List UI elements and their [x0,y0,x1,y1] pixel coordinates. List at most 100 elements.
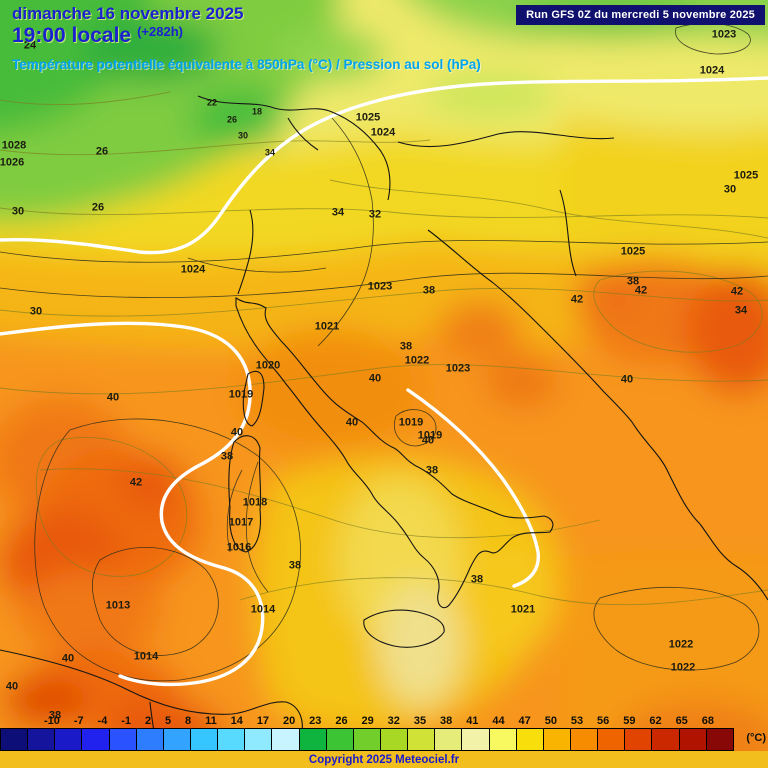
temperature-label: 24 [23,39,37,52]
colorbar-tick: 41 [466,715,479,727]
pressure-label: 1016 [226,541,252,554]
pressure-label: 1024 [180,263,206,276]
temperature-label: 26 [95,145,109,158]
temperature-label: 38 [422,284,436,297]
forecast-date: dimanche 16 novembre 2025 [12,4,244,23]
pressure-label: 1014 [250,603,276,616]
temperature-label: 40 [620,373,634,386]
pressure-label: 1025 [355,111,381,124]
colorbar-tick: -10 [44,715,60,727]
white-isobars [0,76,768,687]
temperature-label: 22 [206,97,218,108]
colorbar-cell [516,729,544,750]
colorbar-tick: 44 [492,715,505,727]
pressure-label: 1023 [445,362,471,375]
temperature-label: 32 [368,208,382,221]
pressure-label: 1023 [367,280,393,293]
colorbar-tick-row: -10 -7 -4 -1 2 5 8 11 14 17 20 23 26 29 32 35 38 41 44 47 50… [44,716,714,727]
colorbar-tick: 14 [230,715,243,727]
model-run-info: Run GFS 0Z du mercredi 5 novembre 2025 [516,5,765,25]
colorbar-cell [28,729,56,750]
temperature-label: 38 [399,340,413,353]
colorbar-cell [163,729,191,750]
colorbar-cell [272,729,300,750]
colorbar-cell [326,729,354,750]
colorbar-cell [82,729,110,750]
pressure-label: 1025 [733,169,759,182]
colorbar-cell [435,729,463,750]
pressure-label: 1021 [510,603,536,616]
colorbar-tick: 68 [701,715,714,727]
temperature-label: 38 [220,450,234,463]
temperature-label: 38 [48,709,62,722]
colorbar-tick: 17 [256,715,270,727]
colorbar-tick: -1 [121,715,132,727]
colorbar-tick: -4 [97,715,108,727]
temperature-label: 38 [470,573,484,586]
colorbar-tick: 53 [570,715,584,727]
temperature-label: 38 [288,559,302,572]
colorbar-cell [55,729,83,750]
temperature-label: 42 [129,476,143,489]
sicily-border [363,609,445,648]
temperature-label: 30 [11,205,25,218]
temperature-label: 42 [570,293,584,306]
pressure-label: 1020 [255,359,281,372]
colorbar [0,728,734,751]
theta-e-contours [0,91,768,606]
pressure-label: 1017 [228,516,254,529]
map-header: dimanche 16 novembre 2025 19:00 locale (+… [12,4,481,72]
colorbar-tick: 56 [597,715,610,727]
colorbar-cell [245,729,273,750]
colorbar-cell [353,729,381,750]
colorbar-cell [218,729,246,750]
temperature-label: 18 [251,106,263,117]
temperature-label: 40 [61,652,75,665]
colorbar-tick: 26 [335,715,348,727]
colorbar-cell [706,729,733,750]
pressure-label: 1014 [133,650,159,663]
colorbar-cell [489,729,517,750]
colorbar-tick: 11 [205,715,217,727]
colorbar-tick: -7 [73,715,84,727]
pressure-label: 1013 [105,599,131,612]
colorbar-tick: 65 [675,715,688,727]
colorbar-cell [625,729,653,750]
colorbar-cell [408,729,436,750]
colorbar-tick: 47 [518,715,531,727]
copyright-bar: Copyright 2025 Meteociel.fr [0,751,768,768]
colorbar-tick: 35 [413,715,427,727]
pressure-label: 1019 [228,388,254,401]
colorbar-tick: 59 [623,715,636,727]
colorbar-cell [598,729,626,750]
colorbar-cell [570,729,599,750]
pressure-label: 1028 [1,139,27,152]
temperature-label: 26 [226,114,238,125]
sardinia-border [228,435,262,553]
temperature-label: 34 [331,206,345,219]
colorbar-tick: 32 [387,715,400,727]
colorbar-tick: 8 [185,715,192,727]
temperature-label: 34 [734,304,748,317]
pressure-label: 1021 [314,320,340,333]
pressure-label: 1026 [0,156,25,169]
colorbar-cell [136,729,164,750]
corsica-border [242,370,265,427]
map-parameter-title: Température potentielle équivalente à 85… [12,57,481,72]
temperature-label: 30 [723,183,737,196]
colorbar-unit: (°C) [746,732,766,744]
pressure-label: 1023 [711,28,737,41]
italy-border [235,296,554,609]
pressure-label: 1019 [398,416,424,429]
pressure-label: 1018 [242,496,268,509]
pressure-label: 1024 [699,64,725,77]
temperature-label: 34 [264,147,276,158]
temperature-label: 40 [106,391,120,404]
temperature-label: 40 [230,426,244,439]
temperature-label: 42 [730,285,744,298]
colorbar-tick: 50 [544,715,557,727]
temperature-label: 30 [29,305,43,318]
